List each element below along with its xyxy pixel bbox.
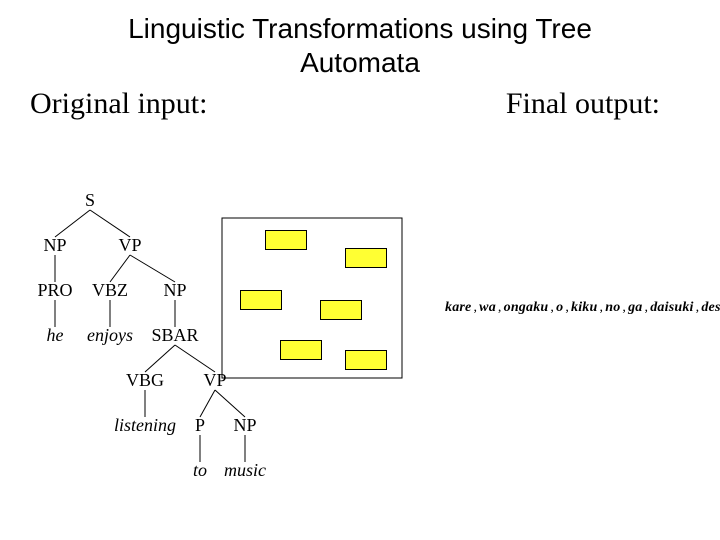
output-token-1: wa <box>479 300 496 315</box>
highlight-box-5 <box>345 350 387 370</box>
output-token-8: desu <box>701 300 720 315</box>
tree-node-music: music <box>224 460 266 481</box>
tree-node-listening: listening <box>114 415 176 436</box>
final-output-tokens: kare,wa,ongaku,o,kiku,no,ga,daisuki,desu <box>445 300 720 316</box>
output-separator: , <box>496 300 504 315</box>
output-token-5: no <box>605 300 620 315</box>
tree-node-enjoys: enjoys <box>87 325 133 346</box>
original-input-heading: Original input: <box>30 87 207 121</box>
tree-node-NP2: NP <box>163 280 186 301</box>
tree-node-NP3: NP <box>233 415 256 436</box>
output-token-0: kare <box>445 300 471 315</box>
tree-node-NP1: NP <box>43 235 66 256</box>
output-separator: , <box>620 300 628 315</box>
subheadings: Original input: Final output: <box>0 79 720 121</box>
parse-tree: S NP VP PRO VBZ NP he enjoys SBAR VBG VP listening P… <box>0 190 720 540</box>
slide-title: Linguistic Transformations using Tree Au… <box>0 0 720 79</box>
tree-node-S: S <box>85 190 95 211</box>
highlight-box-3 <box>320 300 362 320</box>
tree-node-VP2: VP <box>203 370 226 391</box>
highlight-box-4 <box>280 340 322 360</box>
tree-node-VBG: VBG <box>126 370 164 391</box>
title-line-2: Automata <box>300 47 420 78</box>
highlight-box-2 <box>240 290 282 310</box>
output-token-2: ongaku <box>504 300 549 315</box>
tree-node-VP1: VP <box>118 235 141 256</box>
tree-node-P: P <box>195 415 205 436</box>
tree-node-SBAR: SBAR <box>151 325 198 346</box>
tree-node-PRO: PRO <box>37 280 72 301</box>
output-token-4: kiku <box>571 300 597 315</box>
output-token-6: ga <box>628 300 642 315</box>
output-separator: , <box>548 300 556 315</box>
title-line-1: Linguistic Transformations using Tree <box>128 13 592 44</box>
highlight-box-0 <box>265 230 307 250</box>
tree-node-he: he <box>47 325 64 346</box>
output-token-7: daisuki <box>650 300 693 315</box>
tree-node-to: to <box>193 460 207 481</box>
highlight-box-1 <box>345 248 387 268</box>
output-separator: , <box>563 300 571 315</box>
tree-node-VBZ: VBZ <box>92 280 128 301</box>
final-output-heading: Final output: <box>506 87 660 121</box>
